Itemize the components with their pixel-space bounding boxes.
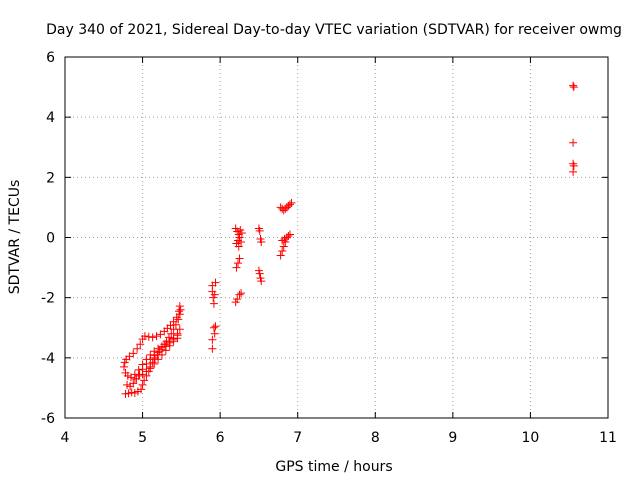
x-tick-label: 11 — [599, 430, 617, 446]
data-point-marker — [280, 235, 289, 244]
data-point-marker — [233, 295, 242, 304]
data-point-marker — [237, 238, 246, 247]
data-point-marker — [144, 332, 153, 341]
data-point-marker — [169, 317, 178, 326]
data-point-marker — [285, 230, 294, 239]
y-tick-labels: -6 -4 -2 0 2 4 6 — [41, 50, 55, 427]
data-point-marker — [209, 323, 218, 332]
data-point-marker — [232, 263, 241, 272]
data-point-marker — [165, 341, 174, 350]
data-point-marker — [148, 333, 157, 342]
data-point-marker — [119, 362, 128, 371]
data-point-marker — [136, 340, 145, 349]
x-tick-label: 8 — [371, 430, 380, 446]
data-point-marker — [176, 305, 185, 314]
y-tick-label: 2 — [46, 170, 55, 186]
data-point-marker — [255, 269, 264, 278]
data-point-marker — [157, 350, 166, 359]
data-point-marker — [257, 277, 266, 286]
x-tick-label: 10 — [522, 430, 540, 446]
data-point-marker — [569, 138, 578, 147]
data-point-marker — [129, 379, 138, 388]
data-point-marker — [134, 371, 143, 380]
data-point-marker — [569, 83, 578, 92]
data-point-marker — [211, 322, 220, 331]
data-point-marker — [287, 198, 296, 207]
data-points — [119, 81, 578, 398]
y-tick-label: -6 — [41, 411, 55, 427]
data-point-marker — [154, 355, 163, 364]
x-tick-label: 4 — [61, 430, 70, 446]
y-tick-label: -4 — [41, 351, 55, 367]
data-point-marker — [146, 355, 155, 364]
x-tick-label: 7 — [293, 430, 302, 446]
data-point-marker — [140, 332, 149, 341]
data-point-marker — [129, 349, 138, 358]
data-point-marker — [276, 251, 285, 260]
data-point-marker — [569, 161, 578, 170]
x-axis-label: GPS time / hours — [275, 459, 392, 475]
y-tick-label: 4 — [46, 110, 55, 126]
axis-ticks — [64, 56, 609, 419]
data-point-marker — [278, 247, 287, 256]
x-tick-label: 9 — [448, 430, 457, 446]
data-point-marker — [142, 359, 151, 368]
data-point-marker — [133, 344, 142, 353]
data-point-marker — [208, 335, 217, 344]
y-tick-label: 0 — [46, 231, 55, 247]
data-point-marker — [173, 334, 182, 343]
data-point-marker — [175, 302, 184, 311]
data-point-marker — [257, 238, 266, 247]
data-point-marker — [569, 159, 578, 168]
data-point-marker — [174, 315, 183, 324]
data-point-marker — [279, 242, 288, 251]
data-point-marker — [208, 344, 217, 353]
data-point-marker — [172, 313, 181, 322]
data-point-marker — [150, 359, 159, 368]
x-tick-label: 5 — [138, 430, 147, 446]
data-point-marker — [175, 307, 184, 316]
data-point-marker — [235, 290, 244, 299]
data-point-marker — [235, 254, 244, 263]
data-point-marker — [209, 299, 218, 308]
grid-lines — [65, 57, 608, 418]
data-point-marker — [237, 228, 246, 237]
data-point-marker — [137, 385, 146, 394]
data-point-marker — [237, 289, 246, 298]
y-tick-label: 6 — [46, 50, 55, 66]
data-point-marker — [152, 332, 161, 341]
data-point-marker — [138, 380, 147, 389]
data-point-marker — [210, 290, 219, 299]
data-point-marker — [255, 226, 264, 235]
chart-title: Day 340 of 2021, Sidereal Day-to-day VTE… — [46, 22, 622, 38]
data-point-marker — [285, 200, 294, 209]
data-point-marker — [211, 278, 220, 287]
y-axis-label: SDTVAR / TECUs — [7, 180, 23, 295]
y-tick-label: -2 — [41, 291, 55, 307]
data-point-marker — [140, 376, 149, 385]
data-point-marker — [175, 325, 184, 334]
x-tick-label: 6 — [216, 430, 225, 446]
data-point-marker — [569, 167, 578, 176]
data-point-marker — [161, 346, 170, 355]
data-point-marker — [233, 259, 242, 268]
data-point-marker — [234, 242, 243, 251]
data-point-marker — [569, 81, 578, 90]
data-point-marker — [146, 364, 155, 373]
x-tick-labels: 4 5 6 7 8 9 10 11 — [61, 430, 617, 446]
data-point-marker — [210, 329, 219, 338]
